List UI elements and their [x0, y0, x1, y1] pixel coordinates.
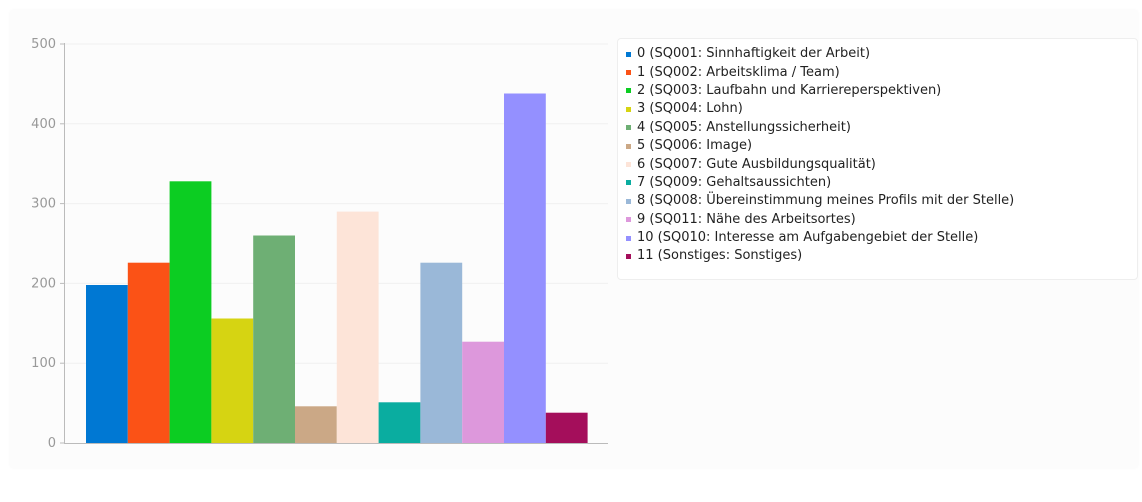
- legend-swatch: [626, 162, 631, 168]
- legend-item[interactable]: 7 (SQ009: Gehaltsaussichten): [626, 174, 1137, 192]
- bar-10[interactable]: [504, 93, 546, 444]
- legend-swatch: [626, 253, 631, 259]
- y-tick-label: 100: [31, 356, 56, 371]
- y-tick-label: 400: [31, 117, 56, 132]
- legend-item[interactable]: 0 (SQ001: Sinnhaftigkeit der Arbeit): [626, 45, 1137, 63]
- legend-label: 6 (SQ007: Gute Ausbildungsqualität): [637, 156, 876, 172]
- legend-swatch: [626, 217, 631, 223]
- legend-label: 7 (SQ009: Gehaltsaussichten): [637, 174, 832, 190]
- bars: [86, 93, 588, 444]
- bar-2[interactable]: [169, 181, 212, 444]
- bar-7[interactable]: [378, 402, 421, 443]
- legend-item[interactable]: 6 (SQ007: Gute Ausbildungsqualität): [626, 155, 1137, 173]
- legend-item[interactable]: 5 (SQ006: Image): [626, 137, 1137, 155]
- y-tick-labels: 0 100 200 300 400 500: [31, 37, 64, 451]
- legend-item[interactable]: 8 (SQ008: Übereinstimmung meines Profils…: [626, 192, 1137, 210]
- bar-3[interactable]: [211, 318, 254, 444]
- bar-11[interactable]: [545, 412, 588, 443]
- legend-item[interactable]: 4 (SQ005: Anstellungssicherheit): [626, 119, 1137, 137]
- legend-label: 11 (Sonstiges: Sonstiges): [637, 248, 803, 264]
- y-tick-label: 200: [31, 276, 56, 291]
- bar-4[interactable]: [253, 235, 295, 444]
- legend-label: 2 (SQ003: Laufbahn und Karriereperspekti…: [637, 82, 942, 98]
- legend-label: 5 (SQ006: Image): [637, 138, 753, 154]
- bar-8[interactable]: [420, 262, 463, 443]
- legend-swatch: [626, 125, 631, 131]
- legend-swatch: [626, 70, 631, 76]
- y-tick-label: 500: [31, 37, 56, 52]
- legend-item[interactable]: 1 (SQ002: Arbeitsklima / Team): [626, 63, 1137, 81]
- bar-6[interactable]: [336, 211, 379, 443]
- legend-item[interactable]: 11 (Sonstiges: Sonstiges): [626, 247, 1137, 265]
- legend-swatch: [626, 180, 631, 186]
- y-tick-label: 300: [31, 197, 56, 212]
- legend-swatch: [626, 143, 631, 149]
- legend-label: 8 (SQ008: Übereinstimmung meines Profils…: [637, 193, 1015, 209]
- legend: 0 (SQ001: Sinnhaftigkeit der Arbeit) 1 (S…: [617, 38, 1138, 280]
- axes: [64, 43, 608, 444]
- legend-item[interactable]: 10 (SQ010: Interesse am Aufgabengebiet d…: [626, 229, 1137, 247]
- y-tick-label: 0: [48, 436, 56, 451]
- bar-9[interactable]: [462, 341, 504, 443]
- legend-item[interactable]: 2 (SQ003: Laufbahn und Karriereperspekti…: [626, 82, 1137, 100]
- legend-label: 9 (SQ011: Nähe des Arbeitsortes): [637, 211, 856, 227]
- legend-swatch: [626, 88, 631, 94]
- legend-label: 3 (SQ004: Lohn): [637, 101, 743, 117]
- legend-label: 4 (SQ005: Anstellungssicherheit): [637, 119, 851, 135]
- bar-5[interactable]: [295, 406, 337, 443]
- bar-1[interactable]: [127, 262, 170, 443]
- legend-label: 1 (SQ002: Arbeitsklima / Team): [637, 64, 840, 80]
- legend-item[interactable]: 3 (SQ004: Lohn): [626, 100, 1137, 118]
- legend-swatch: [626, 51, 631, 57]
- legend-label: 10 (SQ010: Interesse am Aufgabengebiet d…: [637, 230, 979, 246]
- legend-swatch: [626, 198, 631, 204]
- legend-item[interactable]: 9 (SQ011: Nähe des Arbeitsortes): [626, 211, 1137, 229]
- bar-0[interactable]: [86, 285, 128, 443]
- legend-swatch: [626, 106, 631, 112]
- legend-label: 0 (SQ001: Sinnhaftigkeit der Arbeit): [637, 46, 871, 62]
- legend-swatch: [626, 235, 631, 241]
